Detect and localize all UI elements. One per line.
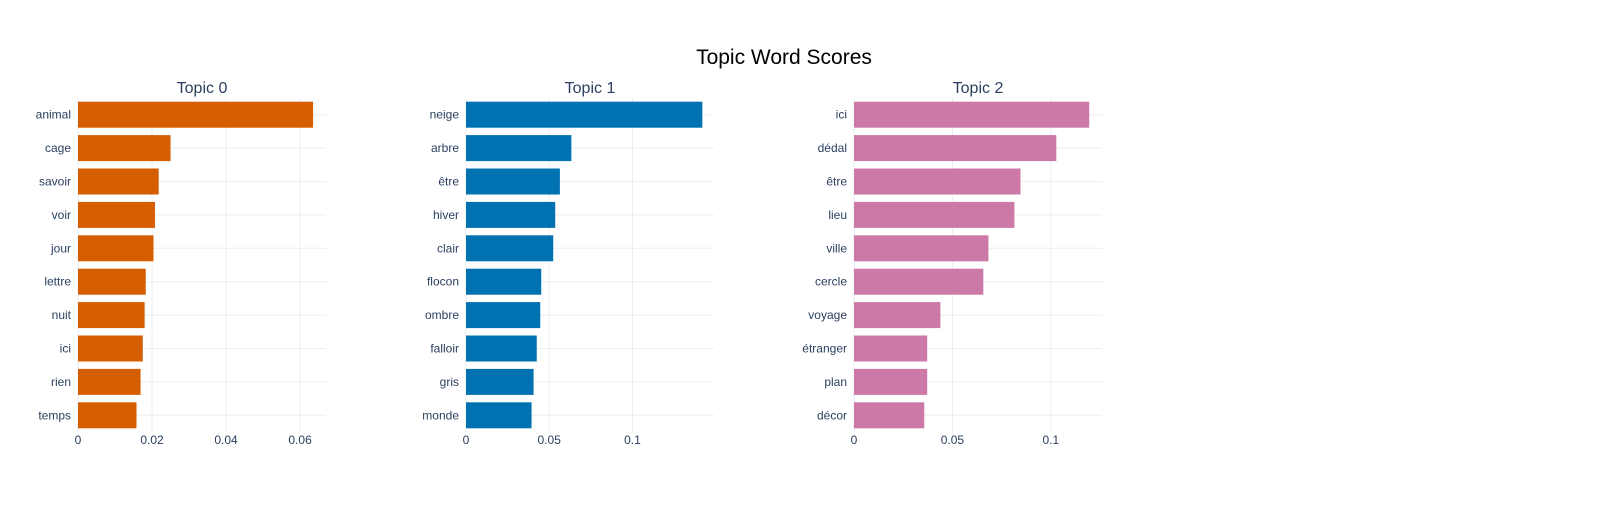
subplot-panels: Topic 0 0 0.02 0.04 0.06 animal cage savoir voir… [36, 80, 1102, 447]
bar-nuit [78, 302, 145, 329]
category-label: flocon [427, 275, 459, 289]
figure-title: Topic Word Scores [696, 46, 872, 69]
bar-falloir [466, 335, 537, 362]
category-label: cercle [815, 275, 847, 289]
bar-ville [854, 235, 989, 262]
bar-savoir [78, 168, 159, 195]
bar-cercle [854, 268, 984, 295]
bar-ici [854, 101, 1090, 128]
category-label: ici [836, 108, 847, 122]
category-label: ombre [425, 308, 459, 322]
bar-être [466, 168, 560, 195]
category-label: cage [45, 141, 71, 155]
subplot-title: Topic 1 [565, 80, 616, 97]
x-tick-label: 0.05 [538, 433, 562, 447]
bar-neige [466, 101, 703, 128]
category-label: falloir [430, 342, 459, 356]
subplot-title: Topic 2 [953, 80, 1004, 97]
bar-cage [78, 135, 171, 162]
bar-étranger [854, 335, 928, 362]
category-label: savoir [39, 175, 71, 189]
category-label: temps [38, 408, 71, 422]
bar-plan [854, 368, 928, 395]
category-label: clair [437, 241, 459, 255]
category-label: voyage [808, 308, 847, 322]
bar-voyage [854, 302, 941, 329]
bar-dédal [854, 135, 1057, 162]
bar-flocon [466, 268, 542, 295]
bar-hiver [466, 201, 556, 228]
x-tick-label: 0 [463, 433, 470, 447]
subplot-topic-0: Topic 0 0 0.02 0.04 0.06 animal cage savoir voir… [36, 80, 326, 447]
bar-être [854, 168, 1021, 195]
category-label: hiver [433, 208, 459, 222]
category-label: arbre [431, 141, 459, 155]
bar-voir [78, 201, 155, 228]
x-tick-label: 0 [851, 433, 858, 447]
bar-temps [78, 402, 137, 429]
category-label: ville [826, 241, 847, 255]
bar-lettre [78, 268, 146, 295]
category-label: rien [51, 375, 71, 389]
bar-arbre [466, 135, 572, 162]
x-tick-label: 0.1 [1042, 433, 1059, 447]
bar-gris [466, 368, 534, 395]
x-tick-label: 0.1 [624, 433, 641, 447]
bar-animal [78, 101, 314, 128]
x-tick-label: 0.05 [941, 433, 965, 447]
category-label: nuit [52, 308, 72, 322]
category-label: décor [817, 408, 847, 422]
category-label: neige [430, 108, 460, 122]
x-tick-label: 0 [75, 433, 82, 447]
category-label: lettre [44, 275, 71, 289]
subplot-topic-2: Topic 2 0 0.05 0.1 ici dédal être lieu ville cerc… [802, 80, 1102, 447]
category-label: animal [36, 108, 71, 122]
category-label: être [438, 175, 459, 189]
category-label: monde [422, 408, 459, 422]
category-label: gris [440, 375, 459, 389]
bar-monde [466, 402, 532, 429]
x-tick-label: 0.04 [214, 433, 238, 447]
bar-ici [78, 335, 143, 362]
category-label: dédal [818, 141, 847, 155]
bar-rien [78, 368, 141, 395]
subplot-title: Topic 0 [177, 80, 228, 97]
category-label: lieu [828, 208, 847, 222]
category-label: plan [824, 375, 847, 389]
bar-lieu [854, 201, 1015, 228]
category-label: jour [50, 241, 71, 255]
category-label: voir [52, 208, 71, 222]
category-label: étranger [802, 342, 847, 356]
bar-ombre [466, 302, 541, 329]
category-label: ici [60, 342, 71, 356]
subplot-topic-1: Topic 1 0 0.05 0.1 neige arbre être hiver clair f… [422, 80, 714, 447]
x-tick-label: 0.06 [288, 433, 312, 447]
bar-clair [466, 235, 554, 262]
category-label: être [826, 175, 847, 189]
x-tick-label: 0.02 [140, 433, 164, 447]
bar-jour [78, 235, 154, 262]
bar-décor [854, 402, 925, 429]
